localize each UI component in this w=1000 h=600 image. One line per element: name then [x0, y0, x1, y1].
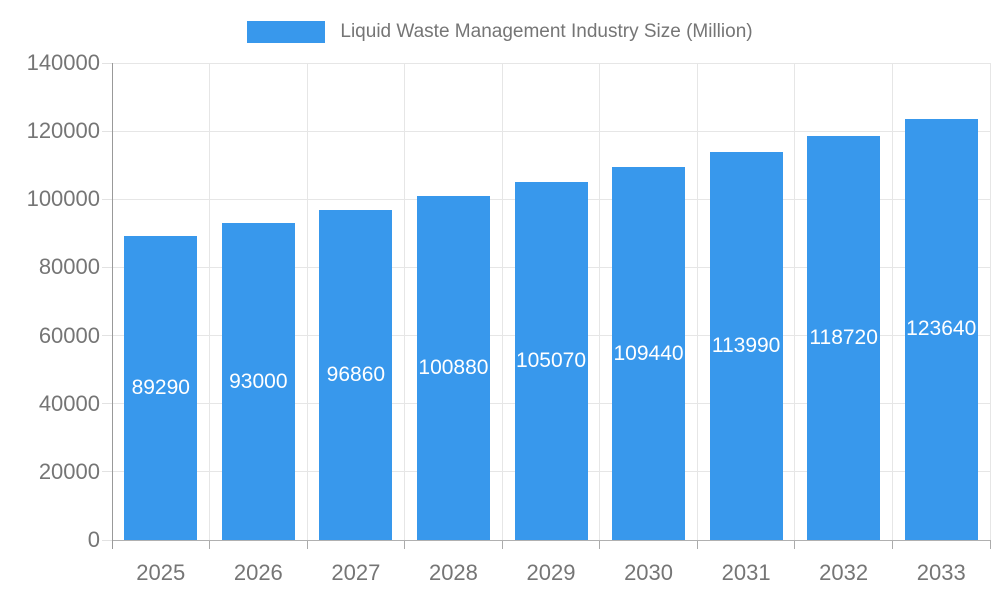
x-tick-label: 2031: [721, 560, 771, 585]
v-gridline: [599, 63, 601, 540]
y-tick: [102, 62, 112, 64]
v-gridline: [306, 63, 308, 540]
y-tick: [102, 335, 112, 337]
h-gridline: [112, 130, 990, 132]
bar: 109440: [612, 167, 686, 540]
bar: 96860: [319, 209, 393, 540]
x-tick-label: 2025: [136, 560, 186, 585]
bar-value-label: 100880: [418, 356, 489, 380]
v-gridline: [501, 63, 503, 540]
x-tick-label: 2032: [819, 560, 869, 585]
bar-value-label: 118720: [809, 325, 878, 349]
y-tick-label: 100000: [26, 186, 100, 212]
y-tick: [102, 471, 112, 473]
bar: 105070: [514, 182, 588, 540]
bar-value-label: 96860: [326, 362, 386, 386]
y-tick: [102, 198, 112, 200]
y-tick-label: 0: [87, 527, 100, 552]
bar-value-label: 105070: [515, 348, 587, 372]
x-tick-label: 2026: [233, 560, 283, 585]
bar: 93000: [221, 223, 295, 540]
bar: 113990: [709, 151, 783, 540]
y-tick-label: 80000: [38, 254, 100, 280]
x-tick: [794, 540, 796, 549]
bar-value-label: 123640: [906, 317, 977, 341]
y-tick: [102, 266, 112, 268]
x-tick: [891, 540, 893, 549]
x-tick: [209, 540, 211, 549]
x-tick-label: 2029: [526, 560, 576, 585]
y-tick: [102, 403, 112, 405]
bar: 100880: [416, 196, 490, 540]
y-axis-line: [111, 63, 113, 549]
legend-title: Liquid Waste Management Industry Size (M…: [340, 21, 753, 42]
y-tick-label: 120000: [26, 118, 100, 144]
h-gridline: [112, 62, 990, 64]
v-gridline: [696, 63, 698, 540]
legend-swatch: [247, 21, 326, 43]
bar-value-label: 89290: [131, 375, 190, 399]
v-gridline: [891, 63, 893, 540]
v-gridline: [989, 63, 991, 540]
v-gridline: [794, 63, 796, 540]
y-tick: [102, 130, 112, 132]
bar: 118720: [807, 135, 881, 540]
y-tick-label: 60000: [38, 322, 100, 348]
bar-value-label: 109440: [613, 341, 684, 365]
x-tick-label: 2028: [428, 560, 478, 585]
bar: 123640: [904, 118, 978, 540]
x-tick-label: 2027: [331, 560, 381, 585]
x-tick: [404, 540, 406, 549]
v-gridline: [209, 63, 211, 540]
x-tick: [599, 540, 601, 549]
x-tick: [696, 540, 698, 549]
bar-value-label: 113990: [711, 333, 781, 357]
x-tick: [501, 540, 503, 549]
bar: 89290: [124, 235, 198, 540]
x-axis-line: [112, 539, 990, 541]
x-tick: [989, 540, 991, 549]
legend: Liquid Waste Management Industry Size (M…: [0, 21, 1000, 43]
y-tick-label: 40000: [38, 390, 100, 416]
v-gridline: [404, 63, 406, 540]
x-tick-label: 2033: [916, 560, 966, 585]
x-tick: [306, 540, 308, 549]
y-tick: [102, 539, 112, 541]
bar-value-label: 93000: [229, 369, 288, 393]
x-tick-label: 2030: [624, 560, 674, 585]
y-tick-label: 20000: [38, 458, 100, 484]
y-tick-label: 140000: [26, 50, 100, 75]
